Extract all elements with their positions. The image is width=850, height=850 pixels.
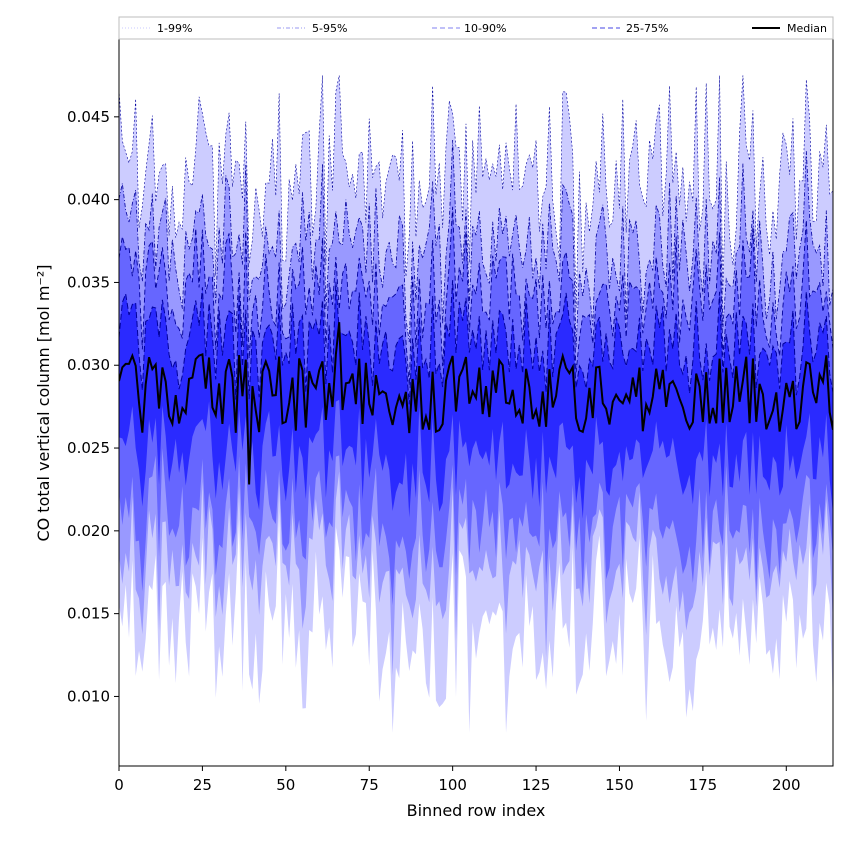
x-tick-label: 25 — [193, 776, 212, 794]
legend-label: 5-95% — [312, 22, 347, 35]
y-tick-label: 0.045 — [67, 108, 110, 126]
legend: 1-99% 5-95% 10-90% 25-75% Median — [118, 16, 834, 40]
y-tick-label: 0.040 — [67, 191, 110, 209]
percentile-bands — [119, 75, 833, 733]
legend-label: 25-75% — [626, 22, 668, 35]
legend-label: 10-90% — [464, 22, 506, 35]
x-tick-label: 150 — [605, 776, 634, 794]
x-tick-label: 0 — [114, 776, 124, 794]
x-axis-label: Binned row index — [407, 801, 546, 820]
legend-label: Median — [787, 22, 827, 35]
y-tick-label: 0.025 — [67, 439, 110, 457]
x-tick-label: 200 — [772, 776, 801, 794]
line-p99 — [119, 75, 833, 309]
x-axis: 0 25 50 75 100 125 150 175 200 — [114, 766, 801, 794]
x-tick-label: 100 — [438, 776, 467, 794]
x-tick-label: 125 — [522, 776, 551, 794]
y-tick-label: 0.015 — [67, 605, 110, 623]
y-tick-label: 0.035 — [67, 273, 110, 291]
x-tick-label: 75 — [360, 776, 379, 794]
y-tick-label: 0.030 — [67, 356, 110, 374]
y-tick-label: 0.010 — [67, 687, 110, 705]
y-tick-label: 0.020 — [67, 522, 110, 540]
legend-frame — [118, 16, 834, 40]
x-tick-label: 50 — [276, 776, 295, 794]
y-axis-label: CO total vertical column [mol m⁻²] — [34, 264, 53, 541]
line-median — [119, 322, 833, 485]
line-p90 — [119, 206, 833, 386]
y-axis: 0.010 0.015 0.020 0.025 0.030 0.035 0.040 0.045 — [67, 108, 119, 705]
x-tick-label: 175 — [689, 776, 718, 794]
line-p95 — [119, 140, 833, 348]
line-p75 — [119, 280, 833, 405]
legend-label: 1-99% — [157, 22, 192, 35]
